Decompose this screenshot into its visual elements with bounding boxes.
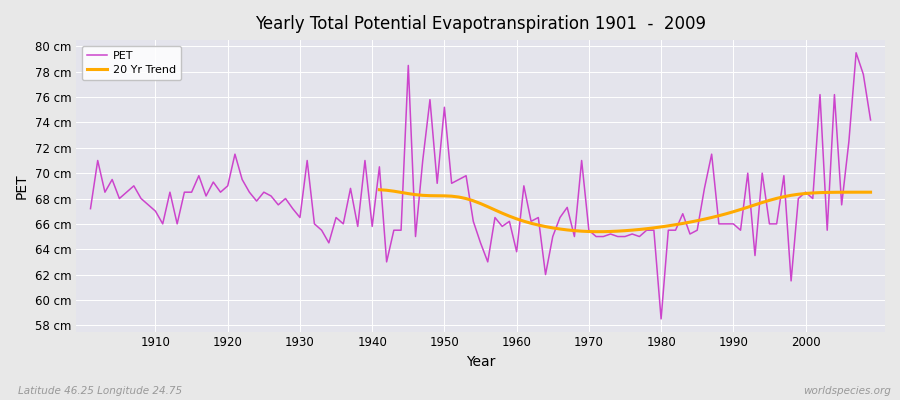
Title: Yearly Total Potential Evapotranspiration 1901  -  2009: Yearly Total Potential Evapotranspiratio… [255,15,706,33]
Legend: PET, 20 Yr Trend: PET, 20 Yr Trend [82,46,182,80]
PET [345,186,356,191]
PET [143,202,154,207]
PET [86,206,96,211]
Line: PET: PET [91,53,870,319]
20 Yr Trend [865,190,876,194]
Text: Latitude 46.25 Longitude 24.75: Latitude 46.25 Longitude 24.75 [18,386,182,396]
PET [865,118,876,122]
Y-axis label: PET: PET [15,173,29,199]
20 Yr Trend [533,223,544,228]
Text: worldspecies.org: worldspecies.org [803,386,891,396]
PET [598,234,608,239]
PET [504,219,515,224]
20 Yr Trend [540,224,551,229]
PET [302,158,312,163]
20 Yr Trend [858,190,868,194]
20 Yr Trend [374,187,385,192]
PET [656,316,667,321]
20 Yr Trend [590,229,601,234]
PET [511,249,522,254]
20 Yr Trend [468,198,479,203]
PET [850,50,861,55]
Line: 20 Yr Trend: 20 Yr Trend [380,190,870,232]
20 Yr Trend [410,192,421,197]
20 Yr Trend [663,224,674,228]
X-axis label: Year: Year [466,355,495,369]
